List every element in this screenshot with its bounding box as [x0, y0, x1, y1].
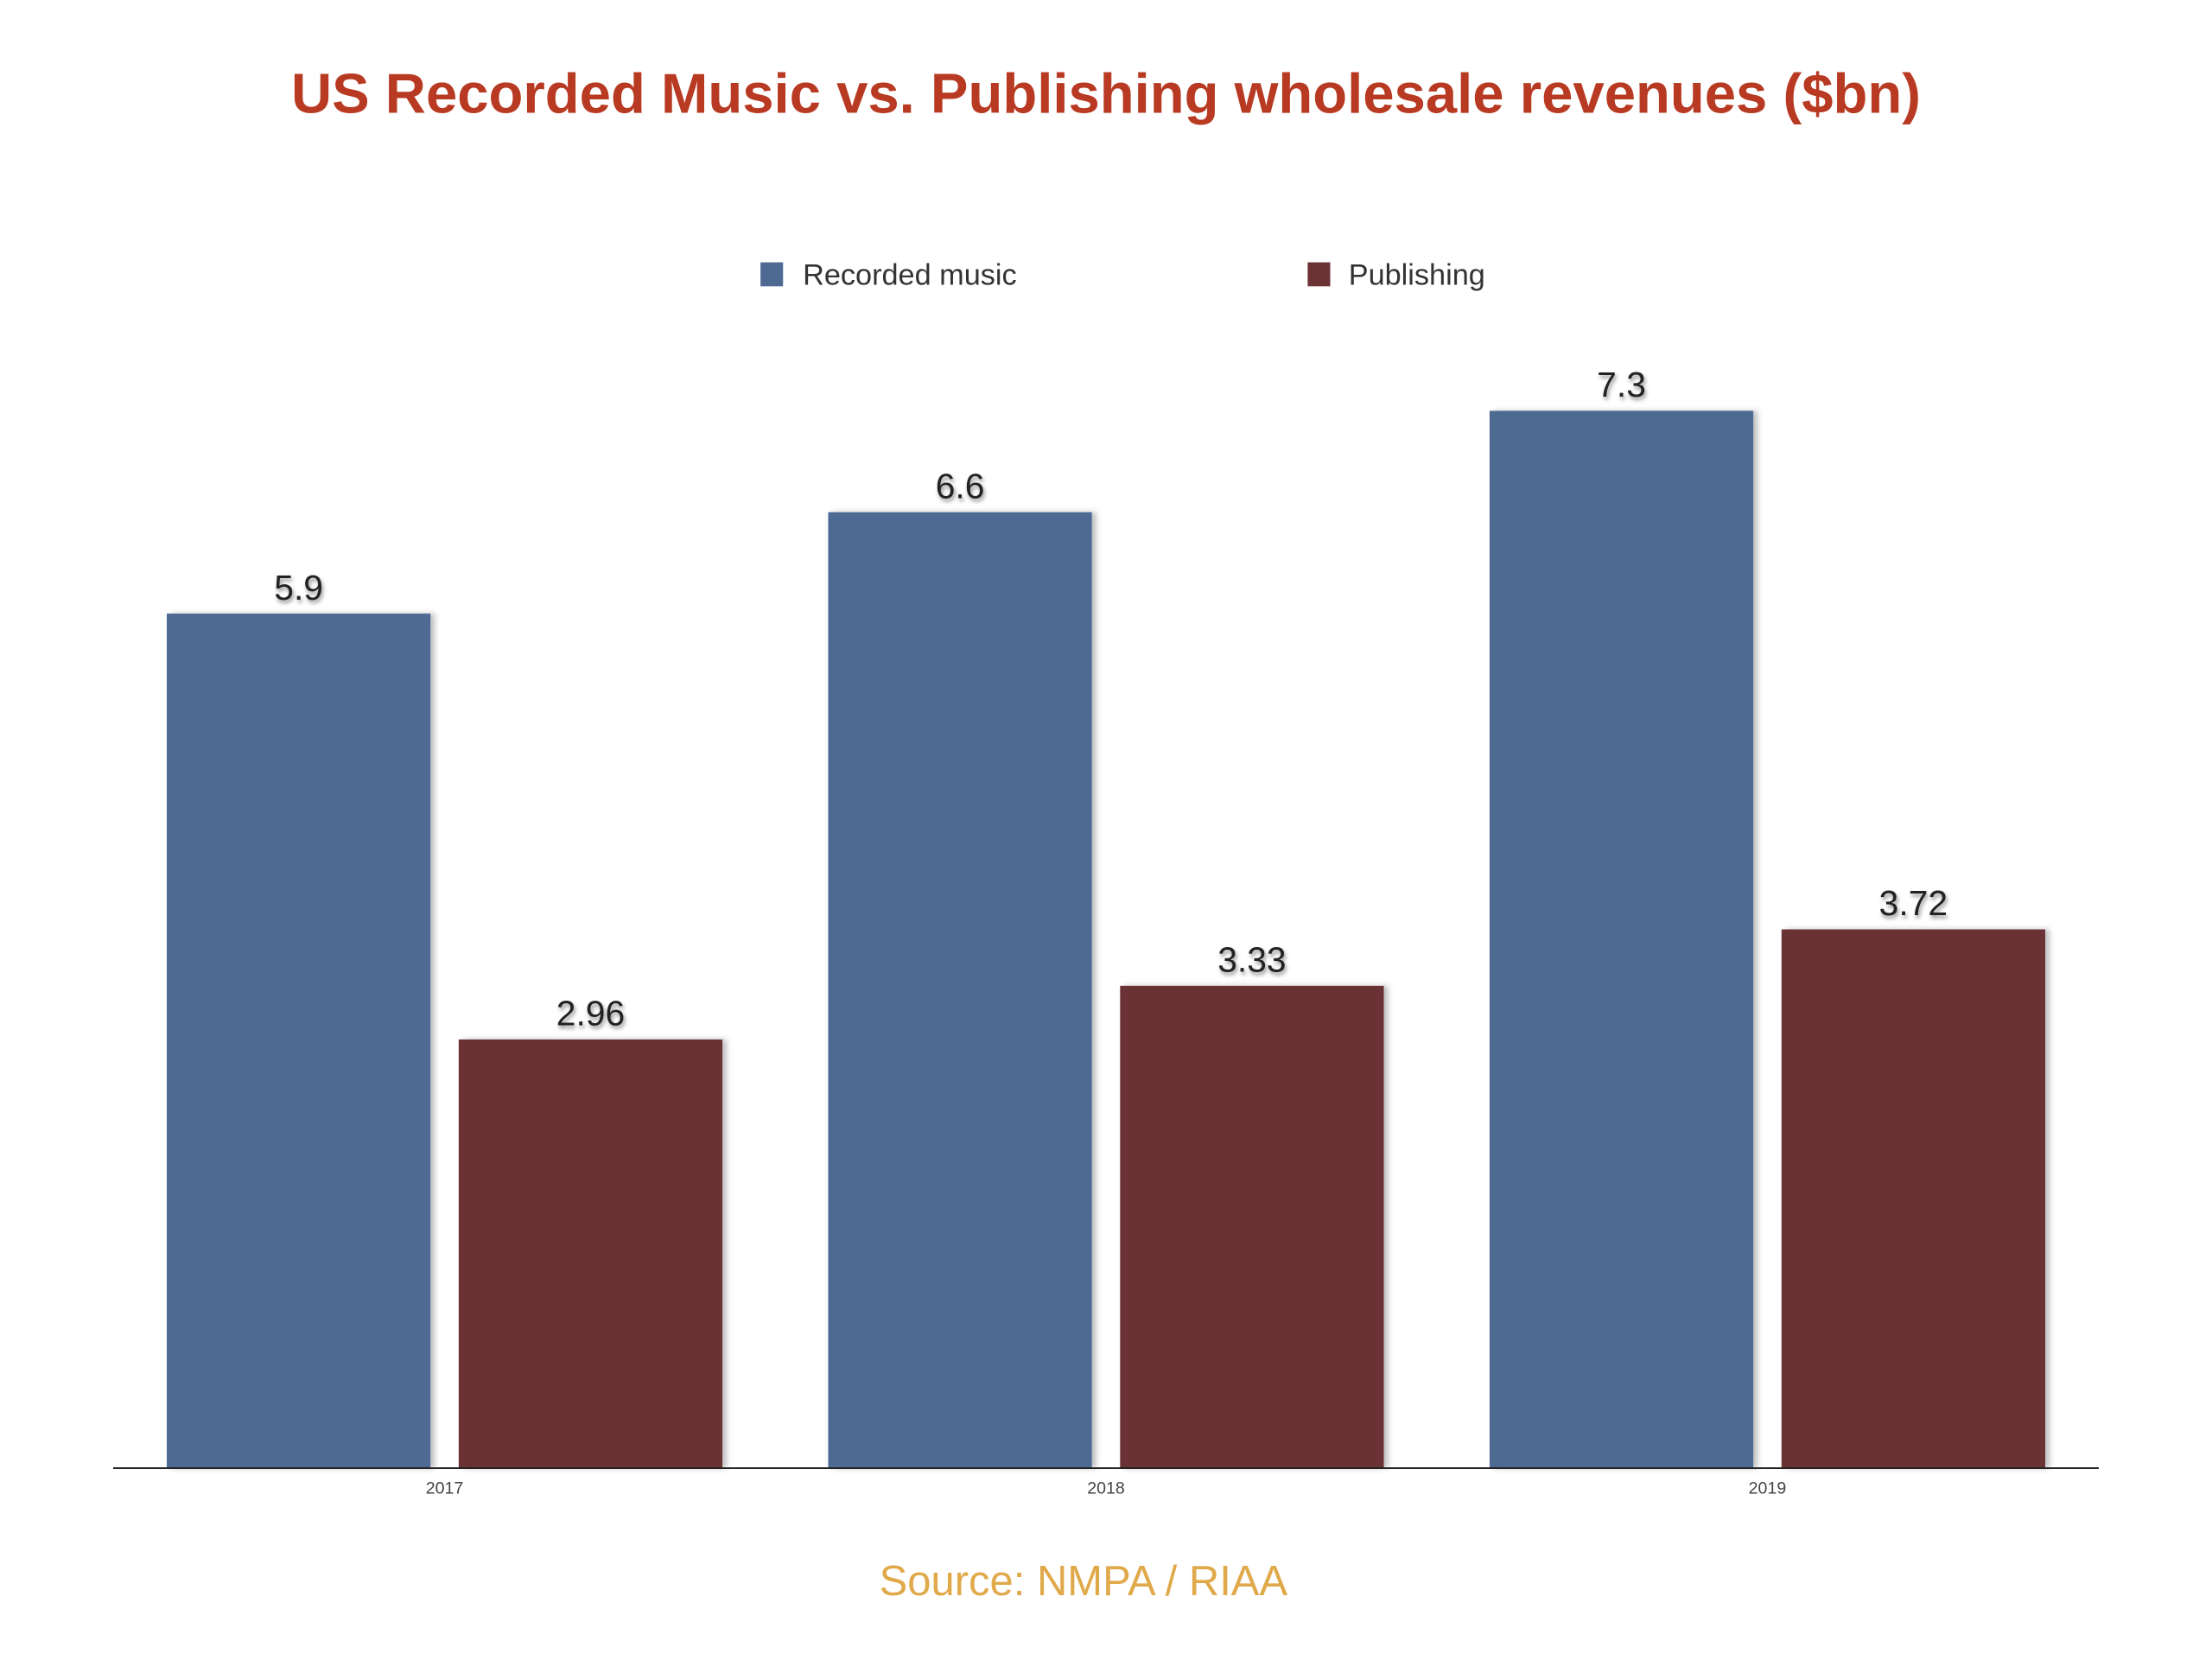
bar-publishing-2017	[458, 1039, 723, 1469]
legend-swatch-publishing	[1307, 262, 1331, 287]
bar-publishing-2019	[1781, 929, 2045, 1469]
data-label: 3.33	[1217, 940, 1286, 980]
data-label: 6.6	[936, 466, 985, 506]
bar-recorded-music-2017	[167, 614, 431, 1469]
x-axis-ticks: 2017 2018 2019	[426, 1479, 1786, 1498]
x-tick-label: 2019	[1749, 1479, 1787, 1498]
chart-title: US Recorded Music vs. Publishing wholesa…	[291, 62, 1921, 125]
data-label: 7.3	[1597, 365, 1646, 404]
data-label: 5.9	[274, 568, 323, 607]
bar-recorded-music-2018	[828, 512, 1092, 1469]
bars: 5.9 2.96 6.6 3.33 7.3 3.72	[167, 365, 2045, 1469]
data-label: 3.72	[1879, 883, 1948, 923]
legend-label-recorded-music: Recorded music	[803, 259, 1017, 292]
data-label: 2.96	[556, 994, 625, 1034]
source-note: Source: NMPA / RIAA	[880, 1558, 1288, 1605]
legend-label-publishing: Publishing	[1349, 259, 1485, 292]
x-tick-label: 2017	[426, 1479, 464, 1498]
legend-swatch-recorded-music	[760, 262, 784, 287]
bar-publishing-2018	[1120, 985, 1384, 1469]
x-tick-label: 2018	[1087, 1479, 1125, 1498]
legend: Recorded music Publishing	[760, 259, 1485, 292]
bar-recorded-music-2019	[1489, 410, 1754, 1469]
